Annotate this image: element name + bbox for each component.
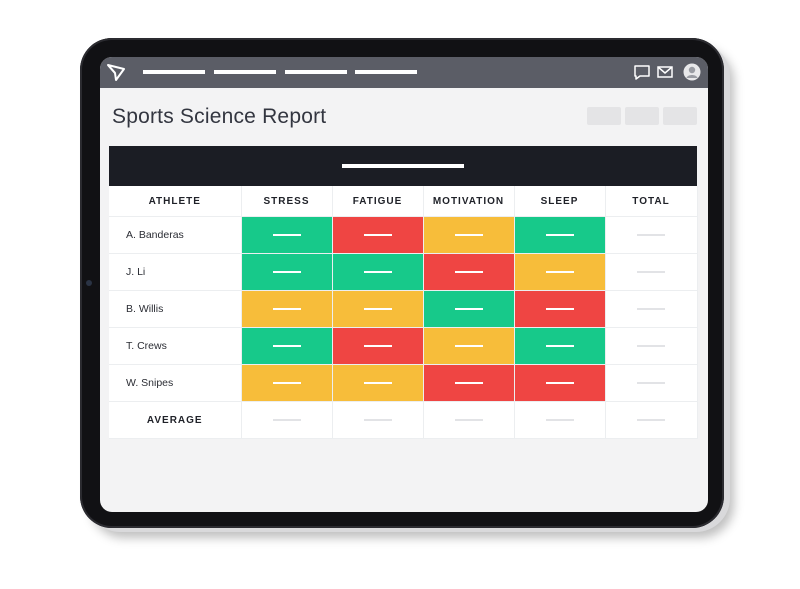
column-header-fatigue[interactable]: FATIGUE <box>332 186 424 217</box>
total-cell <box>605 364 698 402</box>
nav-item-1[interactable] <box>143 70 205 74</box>
nav-item-3[interactable] <box>285 70 347 74</box>
column-header-motivation[interactable]: MOTIVATION <box>423 186 515 217</box>
column-header-stress[interactable]: STRESS <box>241 186 333 217</box>
header-button-1[interactable] <box>587 107 621 125</box>
table-row: J. Li <box>109 253 698 291</box>
average-cell <box>605 401 698 439</box>
value-placeholder <box>363 381 392 384</box>
value-placeholder <box>545 233 574 236</box>
value-placeholder <box>637 344 665 347</box>
value-placeholder <box>363 270 392 273</box>
nav-item-2[interactable] <box>214 70 276 74</box>
average-label: AVERAGE <box>109 401 242 439</box>
value-placeholder <box>363 307 392 310</box>
average-cell <box>241 401 333 439</box>
value-placeholder <box>363 233 392 236</box>
metric-cell-motivation[interactable] <box>423 364 515 402</box>
value-placeholder <box>363 418 392 421</box>
user-avatar-icon[interactable] <box>683 63 701 81</box>
average-cell <box>514 401 606 439</box>
value-placeholder <box>454 270 483 273</box>
table-row: T. Crews <box>109 327 698 365</box>
report-banner-title-placeholder <box>342 164 464 168</box>
top-nav-bar <box>100 57 708 88</box>
logo-icon[interactable] <box>105 61 127 83</box>
nav-item-4[interactable] <box>355 70 417 74</box>
value-placeholder <box>363 344 392 347</box>
table-row: B. Willis <box>109 290 698 328</box>
athlete-name[interactable]: A. Banderas <box>109 216 242 254</box>
value-placeholder <box>545 270 574 273</box>
total-cell <box>605 216 698 254</box>
metric-cell-stress[interactable] <box>241 253 333 291</box>
metric-cell-stress[interactable] <box>241 364 333 402</box>
table-row: A. Banderas <box>109 216 698 254</box>
app-screen: Sports Science Report ATHLETE STRESS FAT… <box>100 57 708 512</box>
average-cell <box>332 401 424 439</box>
value-placeholder <box>272 344 301 347</box>
value-placeholder <box>637 233 665 236</box>
metric-cell-fatigue[interactable] <box>332 253 424 291</box>
value-placeholder <box>454 344 483 347</box>
column-header-total[interactable]: TOTAL <box>605 186 698 217</box>
total-cell <box>605 327 698 365</box>
metric-cell-fatigue[interactable] <box>332 364 424 402</box>
header-button-3[interactable] <box>663 107 697 125</box>
total-cell <box>605 290 698 328</box>
metric-cell-sleep[interactable] <box>514 253 606 291</box>
value-placeholder <box>637 381 665 384</box>
value-placeholder <box>637 307 665 310</box>
value-placeholder <box>545 381 574 384</box>
metric-cell-stress[interactable] <box>241 290 333 328</box>
metric-cell-motivation[interactable] <box>423 253 515 291</box>
value-placeholder <box>272 270 301 273</box>
value-placeholder <box>272 418 301 421</box>
chat-icon[interactable] <box>633 63 651 81</box>
total-cell <box>605 253 698 291</box>
athlete-name[interactable]: J. Li <box>109 253 242 291</box>
value-placeholder <box>545 307 574 310</box>
average-row: AVERAGE <box>109 401 698 439</box>
camera-dot <box>86 280 92 286</box>
value-placeholder <box>545 344 574 347</box>
value-placeholder <box>545 418 574 421</box>
metric-cell-sleep[interactable] <box>514 216 606 254</box>
value-placeholder <box>272 381 301 384</box>
athlete-name[interactable]: T. Crews <box>109 327 242 365</box>
metric-cell-motivation[interactable] <box>423 290 515 328</box>
table-row: W. Snipes <box>109 364 698 402</box>
value-placeholder <box>637 418 665 421</box>
metric-cell-motivation[interactable] <box>423 327 515 365</box>
value-placeholder <box>272 233 301 236</box>
metric-cell-sleep[interactable] <box>514 364 606 402</box>
value-placeholder <box>454 418 483 421</box>
value-placeholder <box>454 307 483 310</box>
value-placeholder <box>454 233 483 236</box>
value-placeholder <box>637 270 665 273</box>
metric-cell-fatigue[interactable] <box>332 290 424 328</box>
metric-cell-fatigue[interactable] <box>332 216 424 254</box>
athlete-table: ATHLETE STRESS FATIGUE MOTIVATION SLEEP … <box>109 186 698 439</box>
average-cell <box>423 401 515 439</box>
header-button-2[interactable] <box>625 107 659 125</box>
metric-cell-motivation[interactable] <box>423 216 515 254</box>
column-header-sleep[interactable]: SLEEP <box>514 186 606 217</box>
report-banner <box>109 146 697 186</box>
metric-cell-stress[interactable] <box>241 327 333 365</box>
value-placeholder <box>454 381 483 384</box>
column-header-athlete[interactable]: ATHLETE <box>109 186 242 217</box>
athlete-name[interactable]: B. Willis <box>109 290 242 328</box>
value-placeholder <box>272 307 301 310</box>
athlete-name[interactable]: W. Snipes <box>109 364 242 402</box>
table-header-row: ATHLETE STRESS FATIGUE MOTIVATION SLEEP … <box>109 186 698 217</box>
metric-cell-sleep[interactable] <box>514 290 606 328</box>
metric-cell-stress[interactable] <box>241 216 333 254</box>
metric-cell-fatigue[interactable] <box>332 327 424 365</box>
metric-cell-sleep[interactable] <box>514 327 606 365</box>
mail-icon[interactable] <box>656 63 674 81</box>
report-card: ATHLETE STRESS FATIGUE MOTIVATION SLEEP … <box>109 146 698 442</box>
page-title: Sports Science Report <box>112 105 327 128</box>
